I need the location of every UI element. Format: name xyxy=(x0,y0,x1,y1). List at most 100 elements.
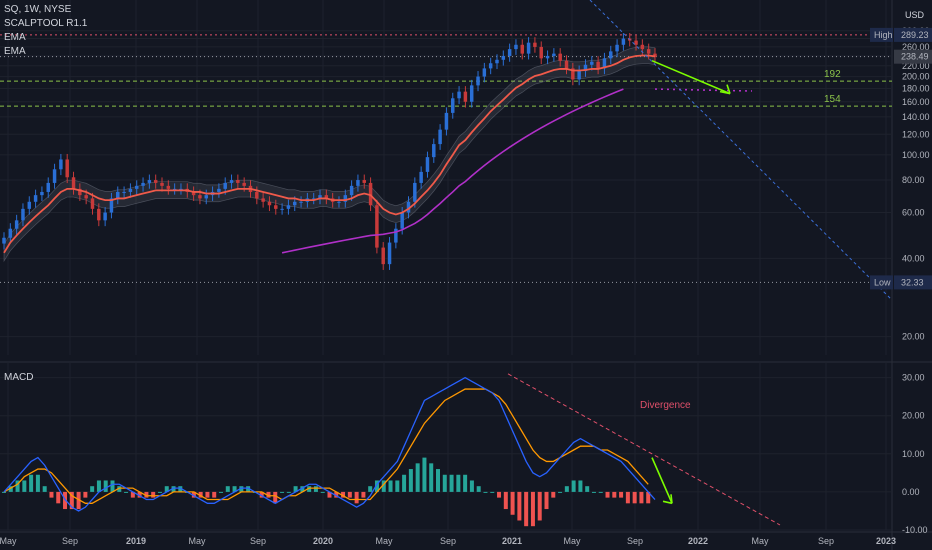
candle-body xyxy=(368,182,373,206)
macd-hist-bar xyxy=(327,491,332,498)
candle-body xyxy=(223,182,227,189)
y-tick-label: 20.00 xyxy=(902,332,925,342)
macd-hist-bar xyxy=(191,491,196,498)
candle-body xyxy=(375,205,379,248)
candle-body xyxy=(71,177,76,189)
candle-body xyxy=(545,55,550,59)
macd-forecast-arrowhead xyxy=(662,494,673,505)
candle-body xyxy=(400,212,404,229)
candle-body xyxy=(128,188,133,192)
macd-hist-bar xyxy=(639,491,644,504)
macd-hist-bar xyxy=(368,486,373,492)
candle-body xyxy=(274,205,278,209)
macd-hist-bar xyxy=(341,491,346,498)
macd-hist-bar xyxy=(49,491,54,498)
symbol-title: SQ, 1W, NYSE xyxy=(4,4,72,15)
candle-body xyxy=(318,195,322,199)
trendline-blue xyxy=(589,0,893,301)
macd-hist-bar xyxy=(605,491,610,498)
candle-body xyxy=(381,247,385,265)
candle-body xyxy=(362,180,367,183)
macd-hist-bar xyxy=(83,491,88,498)
candle-body xyxy=(116,191,120,199)
candle-body xyxy=(514,44,518,50)
macd-hist-bar xyxy=(347,491,352,498)
indicator-ema-1[interactable]: EMA xyxy=(4,32,26,43)
candle-body xyxy=(356,180,360,186)
candle-body xyxy=(526,42,531,54)
x-tick-label: 2023 xyxy=(876,536,896,546)
candle-body xyxy=(539,46,543,59)
x-tick-label: May xyxy=(0,536,17,546)
x-tick-label: Sep xyxy=(818,536,834,546)
low-price-label: 32.33 xyxy=(901,277,924,287)
indicator-scalptool[interactable]: SCALPTOOL R1.1 xyxy=(4,18,88,29)
macd-hist-bar xyxy=(56,491,61,504)
candle-body xyxy=(343,195,348,202)
low-price-label-bg xyxy=(894,275,932,290)
y-tick-label: 100.00 xyxy=(902,150,930,160)
candle-body xyxy=(122,191,126,193)
candle-body xyxy=(52,169,57,183)
candle-body xyxy=(602,58,607,69)
macd-hist-bar xyxy=(578,480,583,492)
candle-body xyxy=(179,188,183,190)
macd-hist-bar xyxy=(157,491,162,493)
high-price-label: 289.23 xyxy=(901,30,929,40)
macd-hist-bar xyxy=(266,491,271,498)
indicator-ema-2[interactable]: EMA xyxy=(4,46,26,57)
candle-body xyxy=(27,201,32,209)
macd-hist-bar xyxy=(286,491,291,493)
macd-hist-bar xyxy=(8,486,13,492)
macd-hist-bar xyxy=(422,457,427,492)
macd-hist-bar xyxy=(171,486,176,492)
candle-body xyxy=(65,159,69,178)
candle-body xyxy=(40,191,44,196)
low-price-label-tag: Low xyxy=(874,277,891,287)
x-tick-label: 2022 xyxy=(688,536,708,546)
macd-hist-bar xyxy=(497,491,502,498)
x-tick-label: May xyxy=(375,536,393,546)
y-tick-label: 80.00 xyxy=(902,175,925,185)
candle-body xyxy=(552,53,556,56)
macd-hist-bar xyxy=(361,491,366,498)
candle-body xyxy=(229,180,234,183)
macd-hist-bar xyxy=(246,486,251,492)
ema-slow-line xyxy=(281,88,624,254)
macd-hist-bar xyxy=(619,491,624,498)
candle-body xyxy=(558,53,562,61)
macd-hist-bar xyxy=(449,474,454,492)
macd-hist-bar xyxy=(205,491,210,498)
macd-hist-bar xyxy=(300,486,305,492)
macd-hist-bar xyxy=(374,480,379,492)
last-price-label: 238.49 xyxy=(901,52,929,62)
candle-body xyxy=(609,51,613,59)
macd-hist-bar xyxy=(2,491,6,493)
candle-body xyxy=(59,159,63,170)
divergence-trendline xyxy=(507,373,781,526)
candle-body xyxy=(501,55,506,60)
macd-hist-bar xyxy=(524,491,529,527)
macd-hist-bar xyxy=(483,491,488,493)
x-tick-label: May xyxy=(563,536,581,546)
macd-hist-bar xyxy=(571,480,576,492)
candle-body xyxy=(406,201,411,213)
macd-hist-bar xyxy=(429,463,434,492)
candle-body xyxy=(444,112,449,130)
candle-body xyxy=(153,180,158,183)
forecast-arrowhead xyxy=(719,84,731,95)
candle-body xyxy=(653,53,657,57)
candle-body xyxy=(438,129,442,145)
candle-body xyxy=(482,68,487,77)
high-price-label-tag-bg xyxy=(870,27,893,42)
macd-hist-bar xyxy=(130,491,135,498)
macd-hist-bar xyxy=(436,469,440,492)
macd-hist-bar xyxy=(293,486,298,492)
macd-hist-bar xyxy=(76,491,81,510)
macd-hist-bar xyxy=(103,480,108,492)
macd-hist-bar xyxy=(212,491,217,498)
candle-body xyxy=(476,76,480,86)
candle-body xyxy=(103,212,107,221)
macd-hist-bar xyxy=(442,474,447,492)
